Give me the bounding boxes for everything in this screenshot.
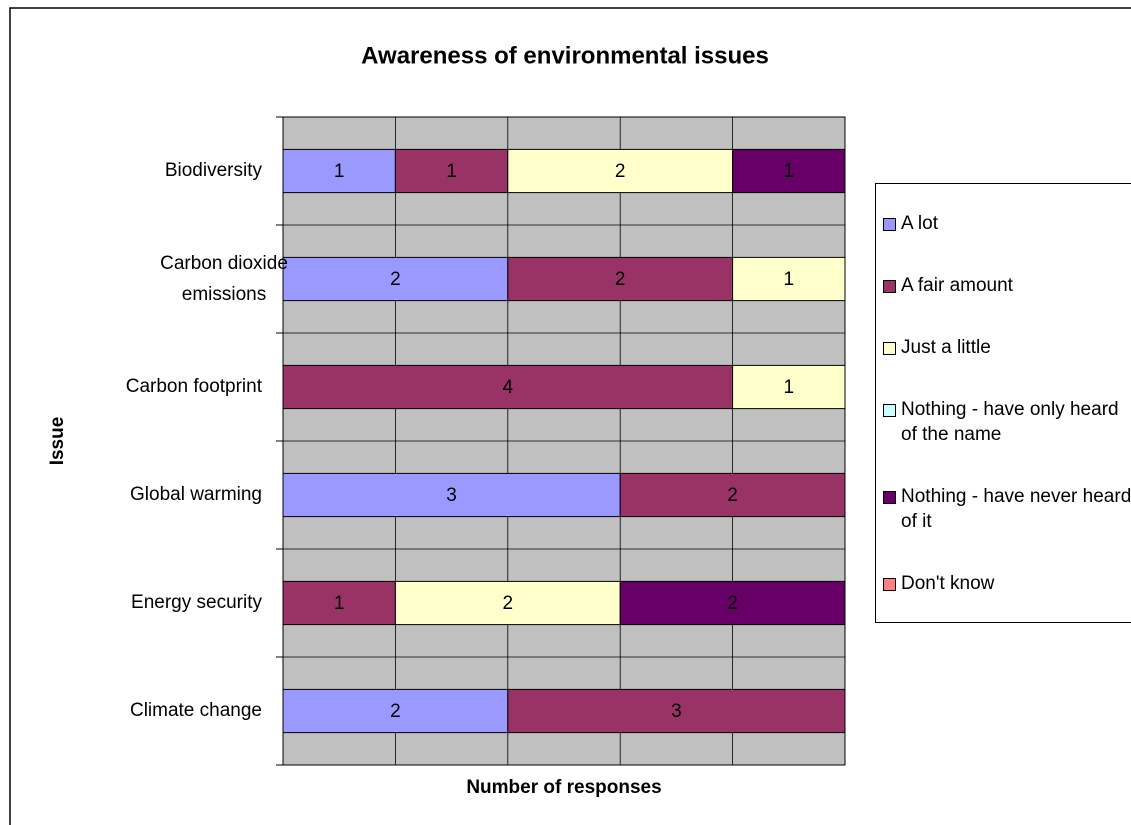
data-label: 4 bbox=[503, 377, 514, 398]
y-tick-label: Carbon dioxide emissions bbox=[160, 253, 288, 305]
legend-item: A lot bbox=[883, 211, 1131, 236]
data-label: 1 bbox=[784, 161, 795, 182]
legend-swatch bbox=[883, 279, 896, 293]
data-label: 1 bbox=[334, 593, 345, 614]
y-tick-label: Energy security bbox=[131, 592, 262, 613]
data-label: 2 bbox=[615, 269, 626, 290]
bar-segment bbox=[732, 364, 846, 410]
y-tick-label: Global warming bbox=[130, 484, 262, 505]
bar-segment bbox=[282, 472, 621, 518]
data-label: 1 bbox=[334, 161, 345, 182]
data-label: 2 bbox=[390, 701, 401, 722]
legend-label: Nothing - have only heard of the name bbox=[901, 398, 1119, 445]
legend-item: Just a little bbox=[883, 335, 1131, 360]
legend-swatch bbox=[883, 403, 896, 417]
bar-segment bbox=[394, 148, 509, 194]
data-label: 3 bbox=[446, 485, 457, 506]
y-axis-label: Issue bbox=[47, 417, 68, 466]
legend-swatch bbox=[883, 217, 896, 231]
data-label: 1 bbox=[446, 161, 457, 182]
legend-item: Nothing - have never heard of it bbox=[883, 484, 1131, 534]
legend-item: A fair amount bbox=[883, 273, 1131, 298]
chart-title: Awareness of environmental issues bbox=[361, 42, 769, 69]
data-label: 2 bbox=[615, 161, 626, 182]
legend-swatch bbox=[883, 341, 896, 355]
legend-label: A lot bbox=[901, 212, 938, 234]
y-tick-label: Biodiversity bbox=[165, 160, 263, 181]
legend-label: Don't know bbox=[901, 572, 995, 594]
bar-segment bbox=[282, 364, 734, 410]
bar-segment bbox=[394, 580, 621, 626]
bar-segment bbox=[732, 148, 846, 194]
bar-segment bbox=[507, 148, 734, 194]
data-label: 1 bbox=[784, 269, 795, 290]
bar-segment bbox=[732, 256, 846, 302]
legend: A lot A fair amount Just a little Nothing -… bbox=[875, 183, 1131, 623]
bar-segment bbox=[619, 472, 846, 518]
y-tick-label: Climate change bbox=[130, 700, 262, 721]
bar-segment bbox=[282, 580, 396, 626]
x-axis-label: Number of responses bbox=[466, 777, 661, 798]
legend-item: Don't know bbox=[883, 571, 1131, 596]
legend-label: Nothing - have never heard of it bbox=[901, 485, 1131, 532]
legend-swatch bbox=[883, 577, 896, 591]
bar-segment bbox=[619, 580, 846, 626]
y-tick-label: Carbon footprint bbox=[126, 376, 263, 397]
bar-segment bbox=[282, 256, 509, 302]
legend-item: Nothing - have only heard of the name bbox=[883, 397, 1131, 447]
data-label: 2 bbox=[390, 269, 401, 290]
legend-label: A fair amount bbox=[901, 274, 1013, 296]
data-label: 1 bbox=[784, 377, 795, 398]
legend-label: Just a little bbox=[901, 336, 991, 358]
data-label: 2 bbox=[727, 485, 738, 506]
data-label: 2 bbox=[727, 593, 738, 614]
bar-segment bbox=[507, 688, 846, 734]
data-label: 2 bbox=[503, 593, 514, 614]
legend-swatch bbox=[883, 490, 896, 504]
data-label: 3 bbox=[671, 701, 682, 722]
bar-segment bbox=[507, 256, 734, 302]
